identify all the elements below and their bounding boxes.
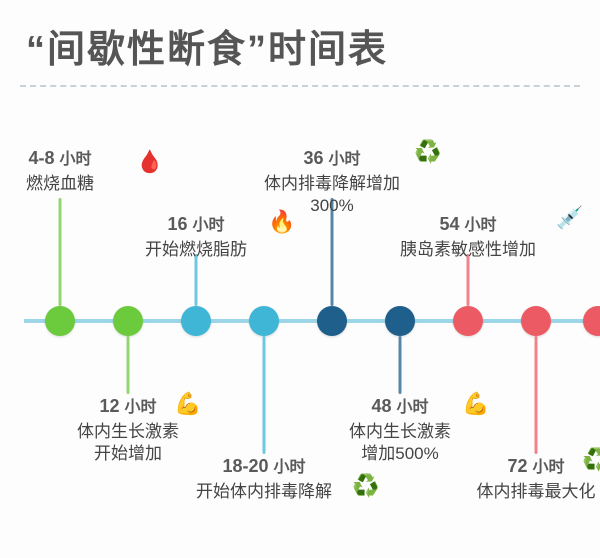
recycle-icon: ♻️ [414, 139, 441, 165]
desc-text: 开始燃烧脂肪 [121, 239, 271, 261]
time-text: 16 小时 [121, 213, 271, 237]
timeline-node [521, 306, 551, 336]
timeline-label: 4-8 小时燃烧血糖 [0, 147, 135, 195]
muscle-icon: 💪 [174, 391, 201, 417]
time-text: 72 小时 [461, 455, 600, 479]
stem [195, 254, 198, 306]
stem [399, 336, 402, 394]
desc-text: 胰岛素敏感性增加 [393, 239, 543, 261]
stem [127, 336, 130, 394]
timeline-node [385, 306, 415, 336]
timeline-node [249, 306, 279, 336]
recycle-icon: ♻️ [582, 447, 600, 473]
stem [59, 198, 62, 306]
syringe-icon: 💉 [556, 205, 583, 231]
timeline-label: 48 小时体内生长激素 增加500% [325, 395, 475, 465]
desc-text: 体内排毒降解增加300% [257, 173, 407, 217]
stem [263, 336, 266, 454]
timeline-label: 72 小时体内排毒最大化 [461, 455, 600, 503]
stem [535, 336, 538, 454]
timeline-node [113, 306, 143, 336]
blood-icon: 🩸 [136, 149, 163, 175]
timeline-node [317, 306, 347, 336]
timeline-label: 36 小时体内排毒降解增加300% [257, 147, 407, 217]
page-title: “间歇性断食”时间表 [0, 0, 600, 85]
desc-text: 体内排毒最大化 [461, 481, 600, 503]
timeline-label: 18-20 小时开始体内排毒降解 [189, 455, 339, 503]
timeline-node [453, 306, 483, 336]
recycle-icon: ♻️ [352, 473, 379, 499]
time-text: 18-20 小时 [189, 455, 339, 479]
time-text: 36 小时 [257, 147, 407, 171]
timeline-stage: 4-8 小时燃烧血糖🩸12 小时体内生长激素 开始增加💪16 小时开始燃烧脂肪🔥… [0, 87, 600, 557]
desc-text: 体内生长激素 增加500% [325, 421, 475, 465]
timeline-node [583, 306, 600, 336]
time-text: 48 小时 [325, 395, 475, 419]
timeline-label: 54 小时胰岛素敏感性增加 [393, 213, 543, 261]
timeline-line [24, 319, 600, 323]
time-text: 54 小时 [393, 213, 543, 237]
muscle-icon: 💪 [462, 391, 489, 417]
time-text: 4-8 小时 [0, 147, 135, 171]
timeline-label: 16 小时开始燃烧脂肪 [121, 213, 271, 261]
desc-text: 开始体内排毒降解 [189, 481, 339, 503]
desc-text: 燃烧血糖 [0, 173, 135, 195]
timeline-node [181, 306, 211, 336]
stem [467, 254, 470, 306]
timeline-node [45, 306, 75, 336]
desc-text: 体内生长激素 开始增加 [53, 421, 203, 465]
